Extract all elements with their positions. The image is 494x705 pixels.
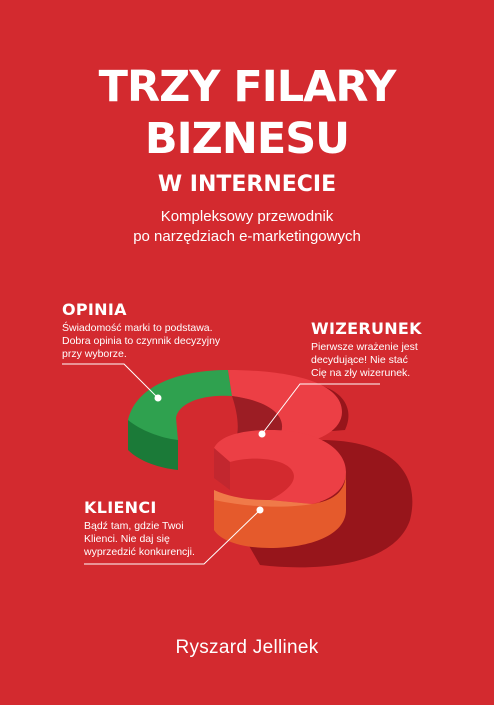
opinia-line-1: Świadomość marki to podstawa.: [62, 322, 213, 334]
opinia-heading: OPINIA: [62, 300, 127, 319]
wizerunek-pointer-line: [261, 383, 380, 435]
opinia-description: Świadomość marki to podstawa. Dobra opin…: [62, 322, 220, 361]
wizerunek-description: Pierwsze wrażenie jest decydujące! Nie s…: [311, 341, 422, 380]
opinia-segment-side: [128, 420, 178, 470]
title-line-1: TRZY FILARY: [98, 62, 397, 112]
title-line-3: W INTERNECIE: [157, 172, 337, 197]
klienci-marker: [256, 506, 264, 514]
subtitle: Kompleksowy przewodnik po narzędziach e-…: [0, 207, 494, 247]
klienci-heading: KLIENCI: [84, 498, 157, 517]
opinia-callout: OPINIA Świadomość marki to podstawa. Dob…: [62, 301, 220, 361]
wizerunek-segment: [228, 370, 342, 446]
klienci-description: Bądź tam, gdzie Twoi Klienci. Nie daj si…: [84, 520, 195, 559]
opinia-pointer-line: [62, 363, 159, 399]
wizerunek-line-2: decydujące! Nie stać: [311, 354, 408, 366]
wizerunek-line-1: Pierwsze wrażenie jest: [311, 341, 418, 353]
klienci-segment: [214, 472, 346, 548]
subtitle-line-1: Kompleksowy przewodnik: [160, 208, 334, 225]
wizerunek-heading: WIZERUNEK: [311, 319, 422, 338]
wizerunek-side: [214, 448, 230, 490]
wizerunek-marker: [258, 430, 266, 438]
subtitle-line-2: po narzędziach e-marketingowych: [133, 228, 361, 245]
klienci-segment-top: [214, 490, 312, 507]
klienci-line-1: Bądź tam, gdzie Twoi: [84, 520, 184, 532]
author-name: Ryszard Jellinek: [175, 637, 319, 658]
wizerunek-lower-segment: [214, 430, 346, 504]
klienci-line-3: wyprzedzić konkurencji.: [84, 546, 195, 558]
opinia-line-2: Dobra opinia to czynnik decyzyjny: [62, 335, 221, 347]
title-line-2: BIZNESU: [144, 114, 350, 164]
klienci-line-2: Klienci. Nie daj się: [84, 533, 170, 545]
klienci-pointer-line: [84, 509, 261, 565]
opinia-segment: [128, 370, 232, 440]
opinia-line-3: przy wyborze.: [62, 348, 127, 360]
wizerunek-line-3: Cię na zły wizerunek.: [311, 367, 411, 379]
opinia-marker: [154, 394, 162, 402]
klienci-callout: KLIENCI Bądź tam, gdzie Twoi Klienci. Ni…: [84, 499, 195, 559]
wizerunek-callout: WIZERUNEK Pierwsze wrażenie jest decyduj…: [311, 320, 422, 380]
